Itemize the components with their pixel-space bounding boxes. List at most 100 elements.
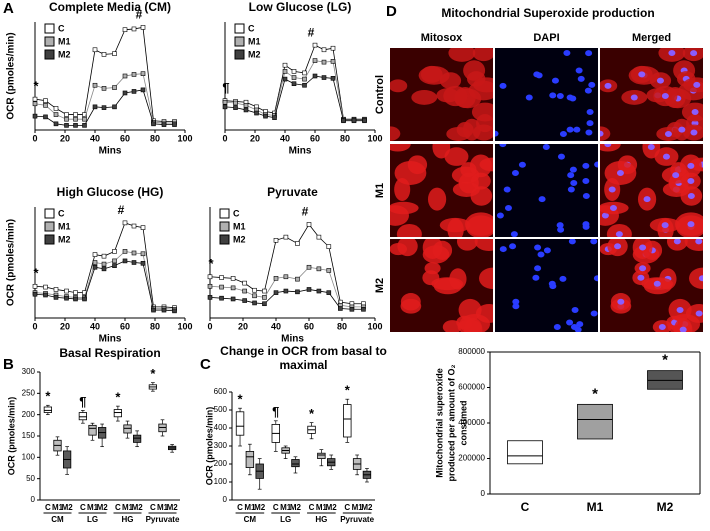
nucleus [590, 310, 598, 317]
point [321, 59, 327, 65]
point [326, 268, 332, 273]
nucleus [661, 93, 669, 100]
nucleus [585, 129, 593, 136]
nucleus [600, 130, 604, 137]
x-tick-label: M2 [326, 503, 338, 512]
micrograph [600, 239, 703, 332]
point [306, 287, 312, 292]
label: maximal [279, 358, 327, 372]
point [361, 306, 366, 312]
nucleus [691, 109, 699, 116]
cell [396, 224, 422, 237]
annotation: * [33, 79, 39, 94]
column-header: DAPI [533, 32, 559, 44]
legend-label: C [248, 23, 255, 33]
point [349, 306, 355, 312]
y-tick-label: 200000 [458, 454, 485, 463]
point [43, 284, 48, 290]
point [112, 263, 117, 268]
x-tick-label: C [237, 503, 243, 512]
point [243, 107, 249, 113]
x-tick-label: 60 [304, 321, 314, 331]
cell [390, 79, 408, 93]
point [122, 73, 128, 79]
x-tick-label: C [115, 503, 121, 512]
row-header: M1 [374, 183, 386, 198]
image-bg [495, 144, 598, 237]
y-tick-label: 200 [22, 410, 36, 419]
point [302, 70, 307, 76]
point [272, 115, 277, 120]
nucleus [566, 126, 574, 133]
cell [397, 239, 418, 257]
point [295, 241, 300, 246]
cell [688, 267, 703, 289]
annotation: # [118, 203, 125, 217]
group-label: HG [122, 515, 134, 524]
cell [442, 320, 462, 332]
x-tick-label: 60 [120, 133, 130, 143]
nucleus [615, 231, 623, 237]
point [283, 288, 289, 294]
nucleus [533, 71, 541, 78]
y-tick-label: 500 [214, 405, 228, 414]
annotation: # [136, 8, 143, 22]
legend-swatch [219, 208, 230, 219]
y-tick-label: 200 [214, 459, 228, 468]
legend-swatch [234, 49, 245, 60]
point [302, 82, 307, 88]
x-tick-label: 20 [60, 321, 70, 331]
nucleus [570, 180, 578, 187]
x-tick-label: M1 [244, 503, 256, 512]
nucleus [551, 77, 559, 84]
point [252, 287, 257, 293]
chart-title: Low Glucose (LG) [249, 0, 352, 14]
x-tick-label: C [344, 503, 350, 512]
point [330, 76, 336, 81]
x-tick-label: M1 [280, 503, 292, 512]
label: consumed [458, 400, 468, 445]
point [122, 90, 128, 96]
cell [463, 318, 483, 332]
annotation: * [150, 366, 156, 381]
point [263, 113, 268, 119]
point [32, 113, 38, 119]
point [330, 59, 336, 64]
cell [462, 118, 481, 141]
box [317, 452, 326, 460]
legend-swatch [219, 234, 230, 245]
nucleus [556, 222, 564, 229]
x-tick-label: 60 [310, 133, 320, 143]
cell [451, 166, 480, 184]
x-tick-label: C [80, 503, 86, 512]
point [295, 289, 300, 295]
point [64, 288, 69, 294]
cell [444, 147, 469, 166]
micrograph [390, 239, 493, 332]
legend-swatch [44, 221, 55, 232]
nucleus [601, 212, 609, 219]
point [140, 25, 146, 30]
y-label: OCR (pmoles/min) [6, 219, 17, 306]
nucleus [693, 81, 701, 88]
cell [666, 239, 688, 251]
cell [473, 77, 493, 93]
annotation: ¶ [79, 394, 86, 409]
point [222, 99, 228, 105]
x-tick-label: 100 [177, 321, 192, 331]
annotation: * [592, 385, 598, 402]
nucleus [557, 153, 565, 160]
legend-label: M2 [233, 234, 246, 244]
nucleus [543, 247, 551, 254]
nucleus [630, 94, 638, 101]
box [78, 412, 87, 421]
x-tick-label: 80 [150, 321, 160, 331]
point [230, 276, 236, 281]
point [262, 288, 267, 294]
point [291, 75, 297, 80]
nucleus [664, 130, 672, 137]
x-tick-label: 20 [250, 133, 260, 143]
legend-swatch [219, 221, 230, 232]
point [330, 45, 336, 51]
